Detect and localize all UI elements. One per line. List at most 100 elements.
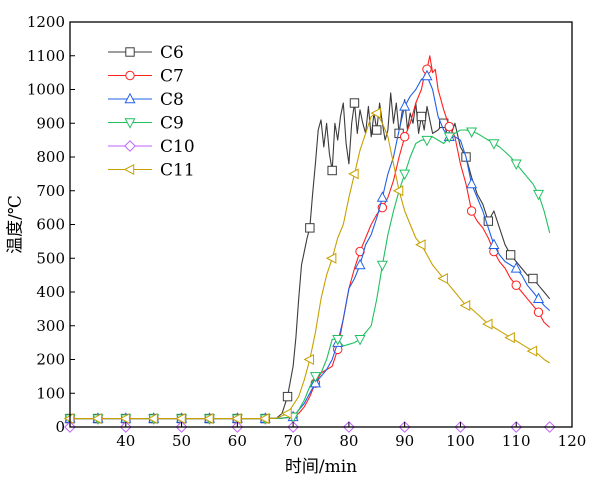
x-tick-label: 120 <box>558 432 587 450</box>
data-point <box>392 185 404 197</box>
data-point <box>488 139 500 150</box>
data-point <box>488 238 500 249</box>
y-tick-label: 1200 <box>27 13 65 31</box>
data-point <box>510 262 522 273</box>
data-point <box>421 69 433 81</box>
data-point <box>526 345 538 357</box>
y-tick-label: 200 <box>36 351 65 369</box>
legend-item: C8 <box>108 90 184 110</box>
data-point <box>533 189 545 201</box>
legend-label: C11 <box>160 161 195 181</box>
data-point <box>466 127 478 138</box>
y-tick-label: 0 <box>55 418 65 436</box>
data-point <box>332 335 344 346</box>
series-c6 <box>65 92 551 424</box>
data-point <box>231 413 242 425</box>
data-point <box>303 353 315 366</box>
data-point <box>63 413 75 425</box>
data-point <box>421 135 433 147</box>
data-point <box>528 273 538 284</box>
y-axis-title: 温度/℃ <box>6 195 26 254</box>
data-point <box>309 372 321 383</box>
series-line <box>70 55 551 420</box>
data-point <box>258 413 270 425</box>
x-tick-label: 70 <box>284 432 303 450</box>
legend-item: C6 <box>108 43 184 63</box>
data-point <box>416 111 427 122</box>
legend-marker <box>123 163 135 176</box>
data-point <box>399 169 411 181</box>
data-point <box>444 121 454 132</box>
data-point <box>459 299 471 312</box>
series-layer <box>63 55 556 433</box>
x-tick-label: 90 <box>395 432 414 450</box>
legend-label: C10 <box>160 137 195 157</box>
y-tick-label: 100 <box>36 384 65 402</box>
data-point <box>533 307 544 317</box>
data-point <box>119 413 130 425</box>
legend: C6 C7 C8 C9 C10 C11 <box>108 43 195 181</box>
legend-item: C10 <box>108 137 195 157</box>
legend-item: C9 <box>108 114 184 134</box>
x-tick-label: 40 <box>116 432 135 450</box>
series-line <box>70 129 551 420</box>
data-point <box>91 413 103 425</box>
y-tick-label: 800 <box>36 148 65 166</box>
data-point <box>281 407 292 420</box>
legend-marker <box>124 140 136 152</box>
series-line <box>70 92 551 420</box>
data-point <box>399 132 410 142</box>
data-point <box>482 318 493 330</box>
data-point <box>399 100 411 111</box>
x-tick-label: 80 <box>339 432 358 450</box>
series-line <box>70 75 551 420</box>
data-point <box>354 258 366 270</box>
ticks-layer: 40 50 60 70 80 90 100 110 1200100200300400500600… <box>27 13 587 450</box>
series-c11 <box>63 107 550 425</box>
legend-marker <box>124 118 136 129</box>
legend-label: C6 <box>160 43 184 63</box>
legend-label: C9 <box>160 114 184 134</box>
data-point <box>376 260 388 272</box>
data-point <box>510 159 522 171</box>
data-point <box>483 216 494 226</box>
data-point <box>443 132 455 144</box>
data-point <box>348 168 359 180</box>
y-tick-label: 700 <box>36 182 65 200</box>
data-point <box>327 165 337 176</box>
legend-label: C8 <box>160 90 184 110</box>
legend-marker <box>124 92 136 104</box>
y-tick-label: 900 <box>36 114 65 132</box>
data-point <box>147 413 158 425</box>
y-tick-label: 1000 <box>27 81 65 99</box>
data-point <box>282 391 293 402</box>
data-point <box>505 250 516 260</box>
data-point <box>533 292 545 303</box>
data-point <box>349 98 360 108</box>
x-tick-label: 110 <box>502 432 531 450</box>
data-point <box>203 413 214 425</box>
x-tick-label: 50 <box>172 432 191 450</box>
data-point <box>511 280 521 290</box>
data-point <box>372 125 382 135</box>
series-line <box>70 112 550 420</box>
legend-item: C11 <box>108 161 195 181</box>
series-c9 <box>64 127 551 425</box>
plot-frame <box>69 21 573 428</box>
y-tick-label: 600 <box>36 216 65 234</box>
data-point <box>370 107 381 119</box>
data-point <box>354 335 366 346</box>
data-point <box>437 272 448 285</box>
legend-item: C7 <box>108 67 184 87</box>
y-tick-label: 1100 <box>27 47 65 65</box>
data-point <box>325 252 337 264</box>
legend-label: C7 <box>160 67 184 87</box>
data-point <box>175 413 186 425</box>
y-tick-label: 500 <box>36 249 65 267</box>
x-tick-label: 60 <box>228 432 247 450</box>
legend-marker <box>125 47 135 57</box>
data-point <box>466 206 477 216</box>
legend-marker <box>125 70 135 81</box>
data-point <box>415 239 426 251</box>
